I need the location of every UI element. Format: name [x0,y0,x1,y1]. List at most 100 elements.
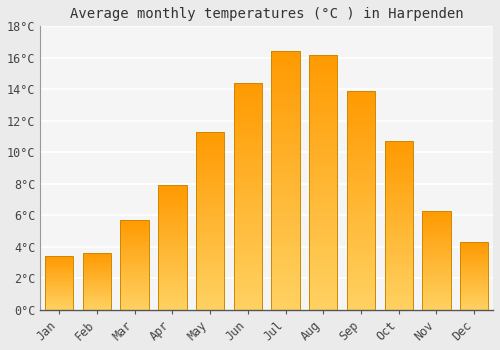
Bar [83,294,111,295]
Bar [384,262,413,265]
Bar [234,147,262,151]
Bar [272,245,299,250]
Bar [309,254,338,259]
Bar [460,252,488,253]
Bar [422,288,450,290]
Bar [196,295,224,298]
Bar [422,225,450,227]
Bar [158,281,186,283]
Bar [347,200,375,204]
Bar [158,293,186,295]
Bar [309,225,338,229]
Bar [384,282,413,285]
Bar [460,275,488,276]
Bar [83,288,111,289]
Bar [309,276,338,280]
Bar [309,212,338,216]
Bar [234,94,262,98]
Bar [384,169,413,172]
Bar [384,186,413,189]
Bar [460,242,488,243]
Bar [120,293,149,295]
Bar [347,302,375,306]
Bar [422,214,450,216]
Bar [422,273,450,275]
Bar [196,194,224,197]
Bar [460,301,488,302]
Bar [347,120,375,124]
Bar [196,262,224,265]
Bar [158,214,186,216]
Bar [45,292,74,293]
Bar [347,288,375,292]
Bar [347,208,375,211]
Bar [196,247,224,250]
Bar [460,304,488,305]
Bar [45,299,74,300]
Bar [384,287,413,290]
Bar [234,110,262,113]
Bar [309,110,338,114]
Bar [196,245,224,247]
Bar [460,305,488,306]
Bar [272,224,299,228]
Bar [422,292,450,293]
Bar [158,301,186,303]
Bar [309,187,338,191]
Bar [196,135,224,138]
Bar [347,204,375,208]
Bar [83,254,111,255]
Bar [422,237,450,239]
Bar [158,250,186,252]
Bar [196,185,224,188]
Title: Average monthly temperatures (°C ) in Harpenden: Average monthly temperatures (°C ) in Ha… [70,7,464,21]
Bar [45,302,74,303]
Bar [83,271,111,272]
Bar [120,283,149,284]
Bar [347,255,375,259]
Bar [196,256,224,259]
Bar [45,268,74,269]
Bar [272,159,299,163]
Bar [45,285,74,286]
Bar [196,164,224,167]
Bar [384,175,413,178]
Bar [422,260,450,262]
Bar [234,257,262,261]
Bar [272,120,299,125]
Bar [45,295,74,296]
Bar [83,306,111,307]
Bar [384,290,413,293]
Bar [272,94,299,99]
Bar [196,209,224,212]
Bar [384,223,413,225]
Bar [158,245,186,247]
Bar [384,276,413,279]
Bar [422,253,450,255]
Bar [272,241,299,245]
Bar [158,191,186,194]
Bar [120,272,149,274]
Bar [309,131,338,135]
Bar [234,98,262,102]
Bar [196,141,224,144]
Bar [196,212,224,215]
Bar [272,284,299,288]
Bar [272,77,299,82]
Bar [272,254,299,258]
Bar [272,250,299,254]
Bar [384,299,413,301]
Bar [83,309,111,310]
Bar [158,243,186,245]
Bar [272,133,299,138]
Bar [272,211,299,215]
Bar [158,208,186,210]
Bar [460,296,488,297]
Bar [83,282,111,283]
Bar [422,298,450,300]
Bar [460,280,488,281]
Bar [234,230,262,234]
Bar [158,258,186,260]
Bar [120,230,149,232]
Bar [45,265,74,266]
